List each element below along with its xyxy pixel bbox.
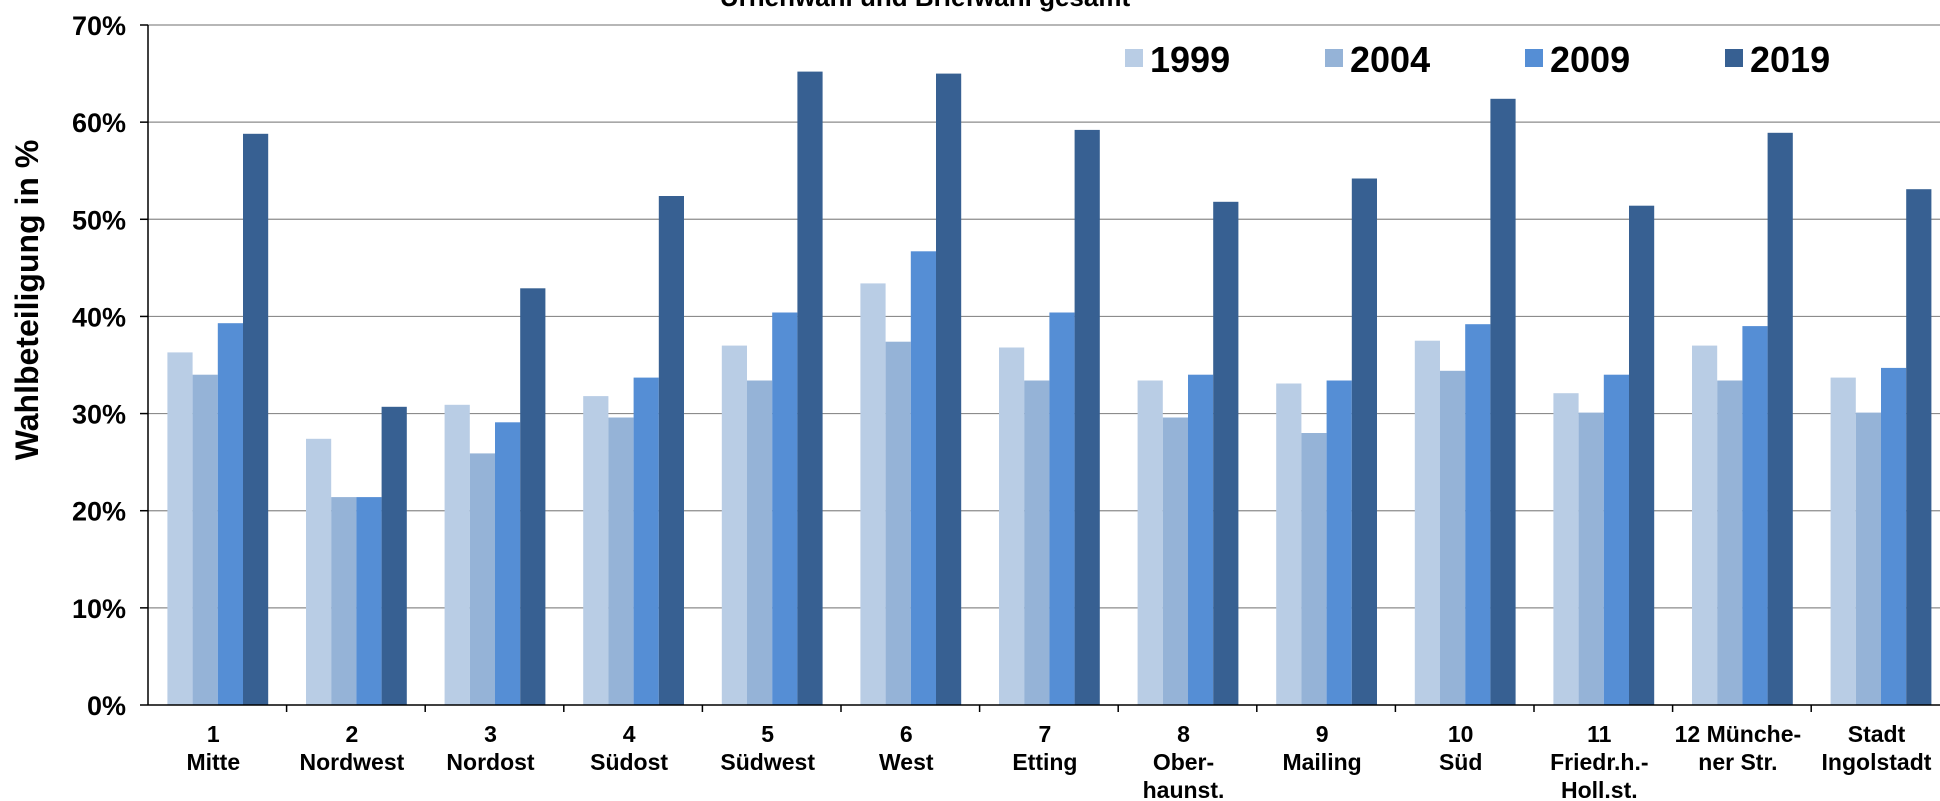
bar-1999 (1414, 340, 1440, 705)
x-category-label: Stadt Ingolstadt (1822, 721, 1932, 775)
x-category-labels: 1 Mitte 2 Nordwest 3 Nordost 4 Südost 5 Südwest 6 W… (186, 721, 1931, 801)
legend-label-2009: 2009 (1550, 39, 1630, 80)
bar-1999 (1553, 393, 1579, 705)
bar-2019 (1074, 129, 1100, 705)
bar-2004 (1024, 380, 1050, 705)
chart-title: Urnenwahl und Briefwahl gesamt (720, 0, 1131, 12)
bar-2004 (608, 417, 634, 705)
x-category-label: 5 Südwest (720, 721, 815, 775)
bar-1999 (306, 438, 332, 705)
bar-1999 (860, 283, 886, 705)
legend-swatch-2009 (1525, 49, 1543, 67)
bar-2019 (381, 406, 407, 705)
bar-1999 (721, 345, 747, 705)
x-category-label: 1 Mitte (186, 721, 240, 775)
x-category-label: 8 Ober-haunst. (1143, 721, 1225, 801)
bar-2004 (747, 380, 773, 705)
x-category-label: 3 Nordost (446, 721, 535, 775)
y-tick-labels: 0% 10% 20% 30% 40% 50% 60% 70% (72, 11, 148, 721)
bar-2019 (797, 71, 823, 706)
bar-2009 (1465, 324, 1491, 705)
bar-2009 (1742, 326, 1768, 705)
legend-label-1999: 1999 (1150, 39, 1230, 80)
y-axis-label: Wahlbeteiligung in % (9, 140, 45, 461)
y-tick-label: 0% (87, 691, 126, 721)
legend-swatch-1999 (1125, 49, 1143, 67)
x-category-label: 9 Mailing (1282, 721, 1361, 775)
bar-2004 (1440, 370, 1466, 705)
bar-2004 (192, 374, 218, 705)
bar-2004 (1855, 412, 1881, 705)
x-category-label: 12 Münche-ner Str. (1675, 721, 1802, 775)
x-category-label: 2 Nordwest (300, 721, 405, 775)
legend-swatch-2004 (1325, 49, 1343, 67)
y-tick-label: 40% (72, 302, 126, 332)
bar-2004 (1301, 433, 1327, 705)
x-category-label: 7 Etting (1012, 721, 1077, 775)
bar-2004 (469, 453, 495, 705)
bar-1999 (1830, 377, 1856, 705)
bar-2009 (356, 497, 382, 705)
bar-2019 (1213, 201, 1239, 706)
bar-2004 (885, 341, 911, 705)
y-tick-label: 10% (72, 594, 126, 624)
bar-2009 (772, 312, 798, 705)
bar-1999 (1137, 380, 1163, 705)
bar-2004 (1162, 417, 1188, 705)
bar-2019 (1767, 132, 1793, 706)
x-category-label: 10 Süd (1439, 721, 1482, 775)
legend-swatch-2019 (1725, 49, 1743, 67)
bar-2019 (1490, 98, 1516, 706)
bar-2009 (1603, 374, 1629, 705)
bar-2009 (495, 422, 521, 705)
y-tick-label: 60% (72, 108, 126, 138)
bar-1999 (1692, 345, 1718, 705)
bar-1999 (167, 352, 193, 705)
bar-2004 (331, 497, 357, 705)
bar-2009 (633, 377, 659, 705)
bar-1999 (444, 404, 470, 705)
bar-2009 (217, 323, 243, 705)
bar-1999 (999, 347, 1025, 705)
bars-group (167, 71, 1932, 706)
bar-2004 (1578, 412, 1604, 705)
y-tick-label: 30% (72, 400, 126, 430)
bar-2019 (243, 133, 269, 706)
bar-1999 (583, 396, 609, 705)
bar-2009 (1049, 312, 1075, 705)
y-tick-label: 70% (72, 11, 126, 41)
bar-2019 (1906, 189, 1932, 705)
bar-2019 (1351, 178, 1377, 705)
bar-2019 (520, 288, 546, 705)
x-category-label: 4 Südost (590, 721, 668, 775)
bar-1999 (1276, 383, 1302, 705)
legend-label-2004: 2004 (1350, 39, 1430, 80)
legend-label-2019: 2019 (1750, 39, 1830, 80)
bar-2004 (1717, 380, 1743, 705)
x-category-label: 11 Friedr.h.-Holl.st. (1550, 721, 1648, 801)
bar-2019 (1629, 205, 1655, 705)
bar-2009 (1188, 374, 1214, 705)
y-tick-label: 50% (72, 205, 126, 235)
x-category-label: 6 West (879, 721, 934, 775)
legend: 1999 2004 2009 2019 (1125, 39, 1830, 80)
bar-2019 (936, 73, 962, 706)
bar-2009 (1881, 367, 1907, 705)
bar-2019 (658, 196, 684, 705)
y-tick-label: 20% (72, 497, 126, 527)
bar-2009 (910, 251, 936, 706)
bar-2009 (1326, 380, 1352, 705)
axes (147, 25, 1940, 712)
